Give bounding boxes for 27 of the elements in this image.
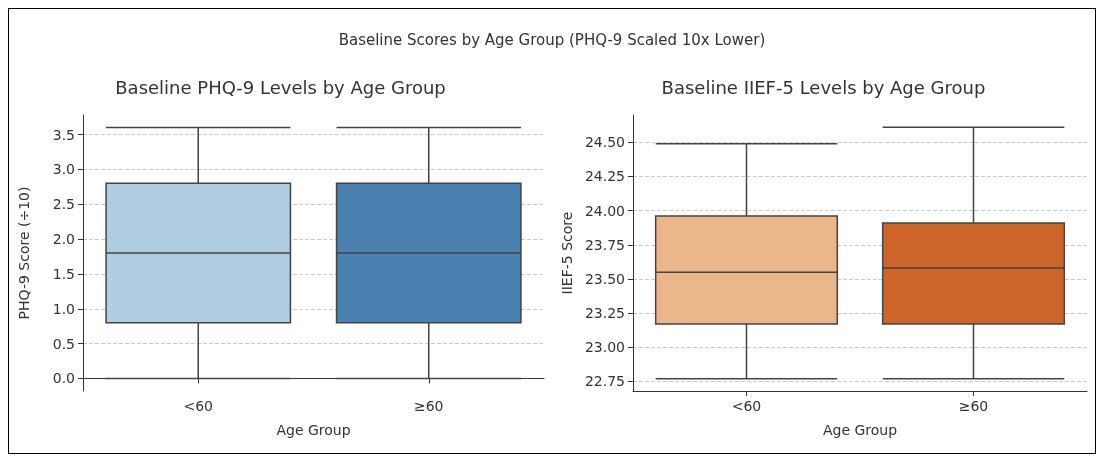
y-tick-label: 24.25 xyxy=(584,168,625,185)
x-axis-title: Age Group xyxy=(276,422,351,438)
y-axis-title: PHQ-9 Score (÷10) xyxy=(16,186,32,320)
y-tick-label: 2.0 xyxy=(52,231,75,248)
chart-title: Baseline PHQ-9 Levels by Age Group xyxy=(115,76,446,98)
y-tick-label: 3.0 xyxy=(52,161,75,178)
x-axis-title: Age Group xyxy=(822,422,898,438)
y-tick-label: 0.5 xyxy=(52,335,75,352)
y-axis-title: IIEF-5 Score xyxy=(559,211,575,295)
y-tick-label: 0.0 xyxy=(52,370,75,387)
y-tick-label: 2.5 xyxy=(52,196,75,213)
x-tick-label: <60 xyxy=(731,398,762,414)
y-tick-label: 23.25 xyxy=(584,305,625,322)
y-tick-label: 22.75 xyxy=(584,373,625,390)
y-tick-label: 1.0 xyxy=(52,300,75,317)
x-tick-label: <60 xyxy=(183,398,214,414)
y-tick-label: 24.00 xyxy=(584,202,625,219)
y-tick-label: 3.5 xyxy=(52,126,75,143)
x-tick-label: ≥60 xyxy=(958,398,989,414)
text: Baseline Scores by Age Group (PHQ-9 Scaled 10x Lower) xyxy=(337,31,767,49)
y-tick-label: 23.00 xyxy=(584,339,625,356)
y-tick-label: 23.50 xyxy=(584,270,625,287)
y-tick-label: 1.5 xyxy=(52,265,75,282)
x-tick-label: ≥60 xyxy=(413,398,444,414)
chart-title: Baseline IIEF-5 Levels by Age Group xyxy=(661,76,986,98)
y-tick-label: 23.75 xyxy=(584,236,625,253)
y-tick-label: 24.50 xyxy=(584,134,625,151)
